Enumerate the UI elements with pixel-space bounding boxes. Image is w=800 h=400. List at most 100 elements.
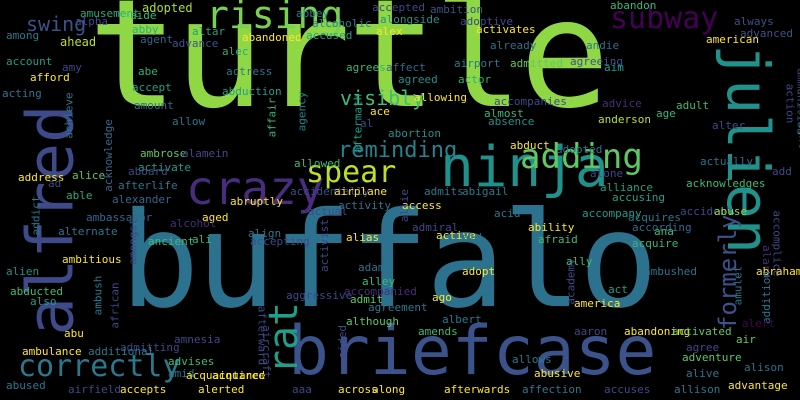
word-afterwards: along	[372, 383, 406, 396]
word-abandoning: advises	[168, 355, 215, 368]
word-alive: abusive	[534, 367, 581, 380]
word-amongst: ancient	[148, 235, 195, 248]
word-amid: additional	[88, 345, 155, 358]
word-align: alcohol	[170, 217, 217, 230]
word-always: activates	[476, 23, 536, 36]
word-affect: abduction	[222, 85, 282, 98]
word-abe: afford	[30, 71, 70, 84]
word-ambulance: adventure	[682, 351, 742, 364]
word-abbey: alec	[222, 45, 249, 58]
word-ago: america	[574, 297, 621, 310]
word-ali: align	[248, 227, 282, 240]
word-advantage: allison	[674, 383, 721, 396]
word-acid: actual	[308, 205, 348, 218]
word-albert: aaron	[574, 325, 608, 338]
word-alliance: alone	[590, 167, 624, 180]
word-accomplice: abuse	[714, 205, 748, 218]
word-abandon: ambition	[430, 3, 483, 16]
word-alright: action	[783, 83, 797, 124]
word-accepting: ali	[192, 233, 212, 246]
word-accusing: alliance	[600, 181, 653, 194]
word-almost: abortion	[388, 127, 441, 140]
word-affection: afterwards	[444, 383, 511, 396]
word-academy: although	[346, 315, 399, 328]
word-aircraft: alerted	[198, 383, 245, 396]
word-accompany: acid	[494, 207, 521, 220]
word-allow: aim	[604, 61, 624, 74]
word-afford: amy	[62, 61, 82, 74]
word-although: agreement	[368, 301, 428, 314]
word-act: ally	[566, 255, 593, 268]
word-aged: ambassador	[86, 211, 153, 224]
word-alien: abraham	[756, 265, 800, 278]
word-abruptly: afterlife	[118, 179, 178, 192]
word-adam: aggressive	[286, 289, 353, 302]
word-activates: adoptive	[460, 15, 513, 28]
word-alternate: accepting	[250, 235, 310, 248]
word-addict: able	[66, 189, 93, 202]
word-accompanied: alley	[362, 275, 396, 288]
word-ahead: ahead	[60, 35, 97, 49]
word-accept: acting	[2, 87, 42, 100]
word-amy: american	[706, 33, 759, 46]
word-subway: subway	[610, 1, 719, 36]
word-acquires: acquire	[632, 237, 679, 250]
word-allison: accuses	[604, 383, 651, 396]
word-abu: agree	[686, 341, 720, 354]
word-already: abandon	[610, 0, 657, 12]
word-alongside: accused	[306, 29, 353, 42]
word-alias: amongst	[126, 218, 140, 265]
word-abusive: allows	[512, 353, 552, 366]
word-ambush: also	[30, 295, 57, 308]
word-correctly: correctly	[18, 349, 181, 384]
word-air: alert	[742, 317, 776, 330]
word-afterward: advantage	[728, 379, 788, 392]
word-agree: air	[736, 333, 756, 346]
word-addition: amulet	[731, 265, 745, 306]
word-accidentally: aboard	[128, 165, 168, 178]
word-amusement: aide	[130, 9, 157, 22]
word-ancient: alternate	[58, 225, 118, 238]
word-activate: alamein	[182, 147, 229, 160]
word-airport: affect	[386, 61, 426, 74]
word-alan: add	[772, 165, 792, 178]
word-african: ambush	[91, 275, 105, 316]
word-along: across	[338, 383, 378, 396]
word-alerted: acquaintance	[186, 369, 266, 382]
word-allowing: amount	[134, 99, 174, 112]
word-alison: alive	[686, 367, 720, 380]
word-among: alpha	[75, 15, 109, 28]
word-abused: alison	[744, 361, 784, 374]
word-alcoholic: abandoned	[242, 31, 302, 44]
word-amnesia: abu	[64, 327, 84, 340]
word-alec: advance	[172, 37, 219, 50]
word-agency: aftermath	[351, 93, 365, 154]
word-spear: spear	[306, 155, 397, 190]
word-alpha: adopted	[142, 1, 193, 15]
word-alcohol: aged	[202, 211, 229, 224]
word-american: always	[734, 15, 774, 28]
word-acquire: ana	[654, 225, 674, 238]
word-across: aaa	[292, 383, 312, 396]
word-reminding: reminding	[338, 138, 458, 163]
word-allows: aided	[336, 324, 350, 359]
word-visibly: visibly	[340, 86, 425, 110]
word-activity: abruptly	[230, 195, 283, 208]
word-affair: addict	[29, 195, 43, 236]
word-alley: adam	[358, 261, 385, 274]
word-allie: allowed	[294, 157, 341, 170]
word-amends: albert	[442, 313, 482, 326]
word-ana: according	[632, 221, 692, 234]
word-activated: amends	[418, 325, 458, 338]
word-advanced: already	[490, 39, 537, 52]
word-adult: advice	[602, 97, 642, 110]
word-acknowledges: accusing	[612, 191, 665, 204]
word-afterlife: alexander	[112, 193, 172, 206]
word-ace: allow	[172, 115, 206, 128]
word-aim: admitted	[510, 57, 563, 70]
word-abigail: admits	[424, 185, 464, 198]
word-admitted: airport	[454, 57, 501, 70]
word-admiral: accompany	[582, 207, 642, 220]
word-amulet: ambushed	[644, 265, 697, 278]
